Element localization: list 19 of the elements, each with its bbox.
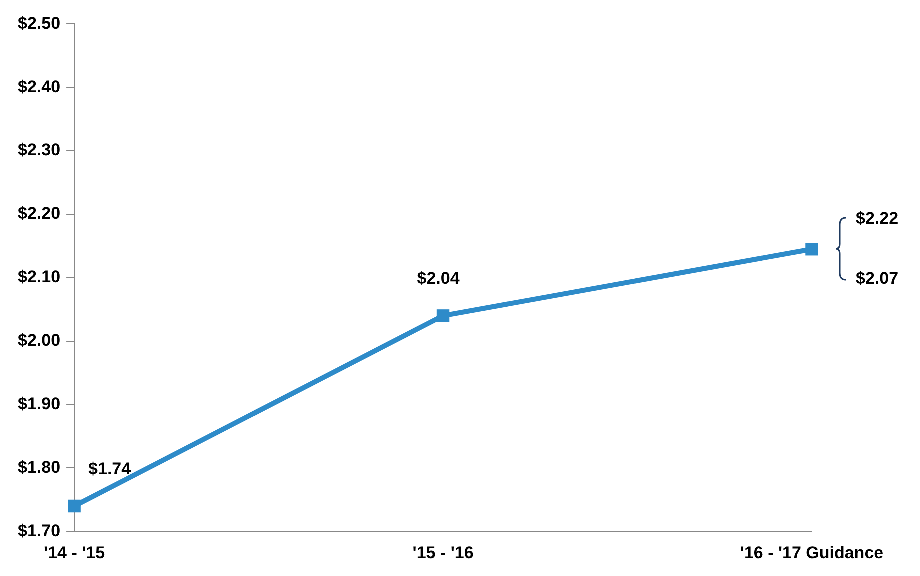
y-tick-label: $2.40 [18, 77, 61, 96]
x-tick-label: '16 - '17 Guidance [740, 543, 884, 562]
y-tick-label: $2.50 [18, 14, 61, 33]
text: $2.22 [856, 209, 899, 228]
y-tick-label: $1.90 [18, 394, 61, 414]
y-tick-label: $1.80 [18, 458, 61, 477]
y-tick-label: $2.10 [18, 268, 61, 287]
data-label: $2.04 [417, 269, 460, 288]
data-label: $1.74 [88, 459, 132, 478]
point [68, 500, 81, 513]
x-tick-label: '14 - '15 [44, 543, 106, 562]
y-tick-label: $2.30 [18, 140, 61, 160]
y-tick-label: $2.20 [18, 204, 61, 224]
point [806, 242, 818, 256]
point [436, 310, 450, 322]
y-tick-label: $1.70 [18, 521, 61, 540]
x-tick-label: '15 - '16 [412, 543, 474, 562]
y-tick-label: $2.00 [18, 331, 61, 350]
text: $2.07 [856, 269, 899, 288]
